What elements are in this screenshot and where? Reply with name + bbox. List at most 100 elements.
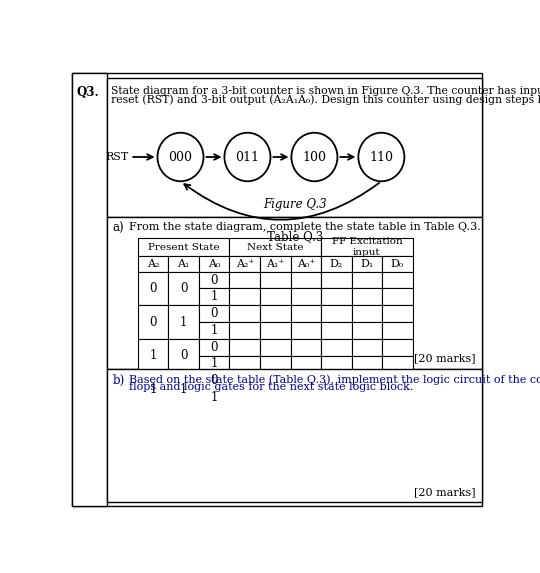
Bar xyxy=(260,256,291,272)
Bar xyxy=(321,272,352,288)
Bar xyxy=(291,305,321,322)
Text: a): a) xyxy=(113,222,124,235)
Bar xyxy=(168,305,199,339)
Text: 0: 0 xyxy=(180,282,187,295)
Bar xyxy=(199,355,230,372)
Text: 1: 1 xyxy=(150,383,157,395)
Bar xyxy=(382,288,413,305)
Bar xyxy=(168,372,199,406)
Bar xyxy=(199,288,230,305)
Bar xyxy=(260,288,291,305)
Text: Figure Q.3: Figure Q.3 xyxy=(263,198,327,211)
Bar xyxy=(168,272,199,305)
Bar xyxy=(321,288,352,305)
Bar xyxy=(382,322,413,339)
Bar xyxy=(352,372,382,389)
Bar xyxy=(230,339,260,355)
Text: A₁: A₁ xyxy=(178,259,190,269)
Text: From the state diagram, complete the state table in Table Q.3.: From the state diagram, complete the sta… xyxy=(130,222,481,232)
Bar xyxy=(107,369,482,502)
Text: 1: 1 xyxy=(211,324,218,337)
Bar xyxy=(199,272,230,288)
Text: Table Q.3: Table Q.3 xyxy=(267,230,323,243)
Text: A₂⁺: A₂⁺ xyxy=(235,259,254,269)
Bar xyxy=(230,305,260,322)
Text: 1: 1 xyxy=(150,349,157,362)
Bar xyxy=(199,339,230,355)
Text: 0: 0 xyxy=(180,349,187,362)
Text: Present State: Present State xyxy=(148,242,219,252)
Bar xyxy=(352,355,382,372)
Text: 0: 0 xyxy=(211,341,218,354)
Bar xyxy=(352,272,382,288)
Text: 100: 100 xyxy=(302,151,326,163)
Bar xyxy=(230,322,260,339)
Text: flops and logic gates for the next state logic block.: flops and logic gates for the next state… xyxy=(130,382,414,392)
Bar xyxy=(230,256,260,272)
Bar xyxy=(291,288,321,305)
Bar xyxy=(260,355,291,372)
Bar xyxy=(321,322,352,339)
Text: D₂: D₂ xyxy=(330,259,343,269)
Bar xyxy=(291,256,321,272)
Text: RST: RST xyxy=(105,152,128,162)
Bar xyxy=(168,339,199,372)
Text: b): b) xyxy=(113,374,125,387)
Text: D₀: D₀ xyxy=(391,259,404,269)
Bar xyxy=(352,389,382,406)
Bar xyxy=(107,77,482,217)
Bar xyxy=(230,272,260,288)
Bar xyxy=(382,372,413,389)
Bar xyxy=(168,256,199,272)
Bar xyxy=(230,389,260,406)
Text: 0: 0 xyxy=(211,374,218,387)
Bar xyxy=(352,288,382,305)
Bar xyxy=(260,322,291,339)
Text: State diagram for a 3-bit counter is shown in Figure Q.3. The counter has input : State diagram for a 3-bit counter is sho… xyxy=(111,85,540,96)
Text: A₀⁺: A₀⁺ xyxy=(297,259,315,269)
Bar xyxy=(138,305,168,339)
Bar xyxy=(352,305,382,322)
Bar xyxy=(291,389,321,406)
Bar xyxy=(138,272,168,305)
Bar xyxy=(382,305,413,322)
Bar xyxy=(291,272,321,288)
Text: 1: 1 xyxy=(211,291,218,303)
Bar xyxy=(321,389,352,406)
Text: FF Excitation
input: FF Excitation input xyxy=(332,237,402,257)
Bar xyxy=(107,217,482,369)
Bar xyxy=(260,389,291,406)
Text: 000: 000 xyxy=(168,151,192,163)
Bar xyxy=(382,355,413,372)
Text: [20 marks]: [20 marks] xyxy=(414,486,476,497)
Bar xyxy=(199,372,230,389)
Text: 0: 0 xyxy=(150,282,157,295)
Text: reset (RST) and 3-bit output (A₂A₁A₀). Design this counter using design steps be: reset (RST) and 3-bit output (A₂A₁A₀). D… xyxy=(111,95,540,105)
Bar xyxy=(199,389,230,406)
Bar xyxy=(382,389,413,406)
Text: 0: 0 xyxy=(150,316,157,328)
Text: A₁⁺: A₁⁺ xyxy=(266,259,285,269)
Text: 110: 110 xyxy=(369,151,393,163)
Text: Next State: Next State xyxy=(247,242,303,252)
Bar xyxy=(291,339,321,355)
Bar xyxy=(199,305,230,322)
Bar xyxy=(352,322,382,339)
Bar xyxy=(138,372,168,406)
Bar xyxy=(230,238,321,256)
Bar xyxy=(138,256,168,272)
Bar xyxy=(382,272,413,288)
Text: 1: 1 xyxy=(180,383,187,395)
Bar xyxy=(138,339,168,372)
Bar xyxy=(72,73,107,505)
Text: Based on the state table (Table Q.3), implement the logic circuit of the counter: Based on the state table (Table Q.3), im… xyxy=(130,374,540,384)
Bar xyxy=(382,256,413,272)
Bar xyxy=(321,256,352,272)
Text: 1: 1 xyxy=(211,391,218,404)
Text: [20 marks]: [20 marks] xyxy=(414,353,476,363)
Bar xyxy=(230,372,260,389)
Bar xyxy=(291,372,321,389)
Bar xyxy=(291,322,321,339)
Text: 0: 0 xyxy=(211,273,218,286)
Bar xyxy=(230,288,260,305)
